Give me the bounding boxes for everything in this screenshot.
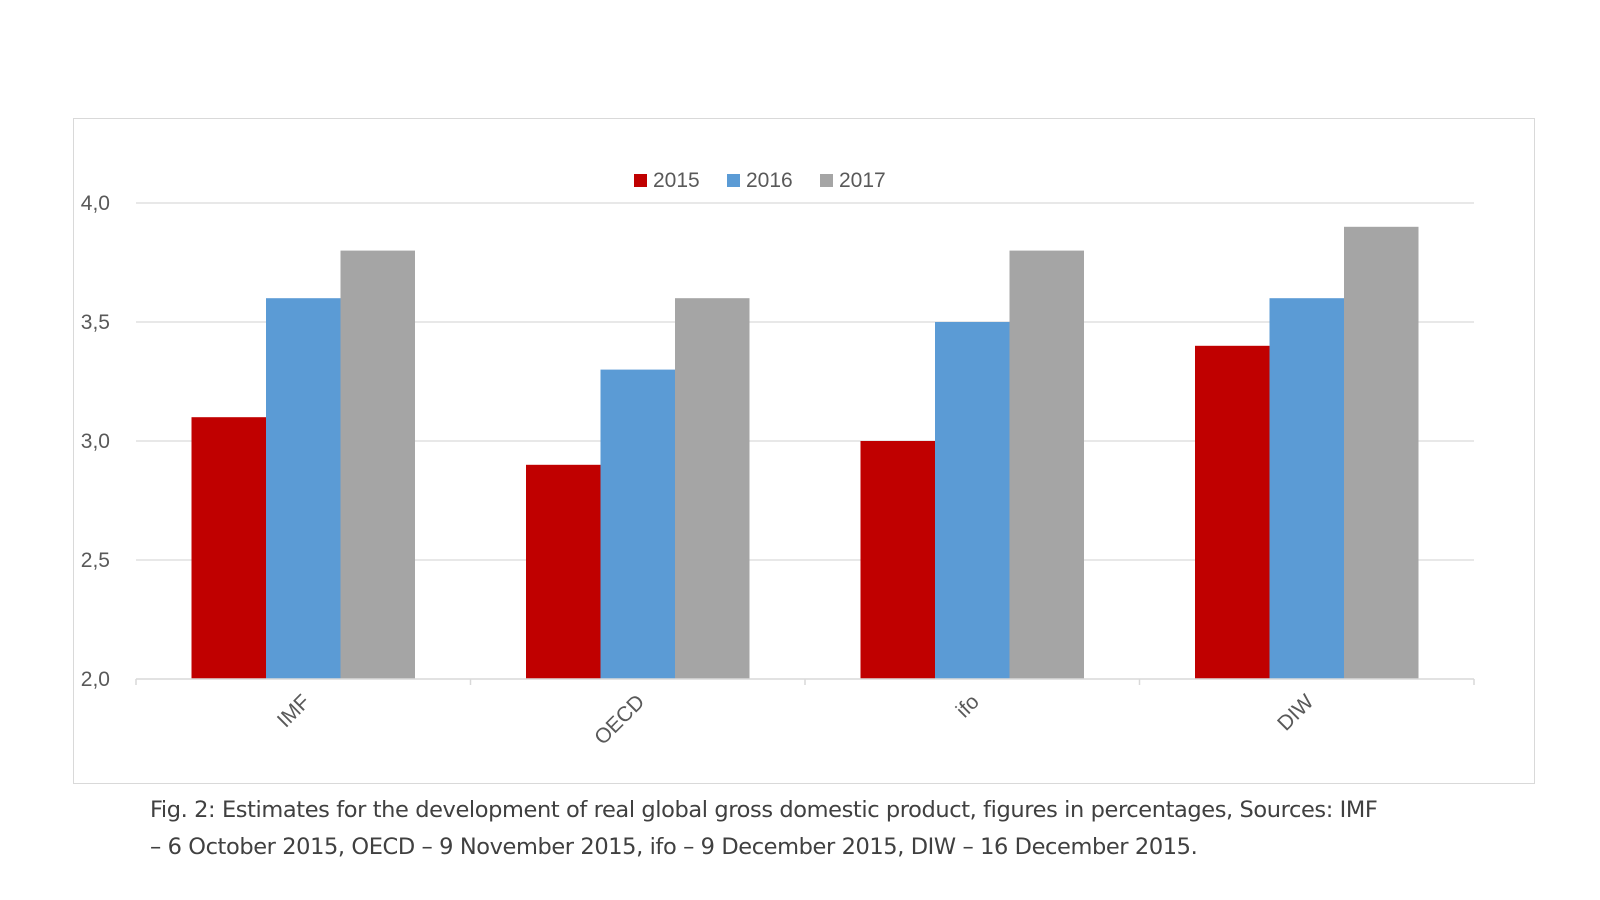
- bar-imf-2017: [340, 250, 415, 679]
- bar-diw-2016: [1269, 298, 1344, 679]
- chart-frame: 4,0 3,5 3,0 2,5 2,0 IMF OECD ifo DIW 2015 2016 20…: [73, 118, 1535, 784]
- x-axis: [135, 678, 1475, 685]
- bar-imf-2016: [266, 298, 341, 679]
- bar-ifo-2015: [860, 441, 935, 679]
- y-tick-label: 2,5: [81, 549, 110, 572]
- bar-diw-2017: [1344, 226, 1419, 680]
- caption-line-2: – 6 October 2015, OECD – 9 November 2015…: [150, 834, 1198, 860]
- category-label-diw: DIW: [1273, 690, 1318, 735]
- legend-label-2015: 2015: [653, 169, 700, 192]
- bar-ifo-2017: [1009, 250, 1084, 679]
- category-label-ifo: ifo: [952, 690, 984, 722]
- category-label-imf: IMF: [273, 690, 315, 732]
- legend-label-2016: 2016: [746, 169, 793, 192]
- legend-swatch-2017: [820, 174, 833, 187]
- y-tick-label: 2,0: [81, 668, 110, 691]
- bar-oecd-2016: [600, 369, 675, 679]
- bars: [191, 226, 1419, 680]
- bar-imf-2015: [191, 417, 266, 679]
- category-labels: IMF OECD ifo DIW: [273, 690, 1318, 749]
- legend-label-2017: 2017: [839, 169, 886, 192]
- legend-swatch-2016: [727, 174, 740, 187]
- y-tick-label: 3,5: [81, 311, 110, 334]
- bar-ifo-2016: [935, 322, 1010, 679]
- figure-caption: Fig. 2: Estimates for the development of…: [150, 792, 1440, 866]
- y-axis-ticks: 4,0 3,5 3,0 2,5 2,0: [81, 192, 110, 691]
- y-tick-label: 3,0: [81, 430, 110, 453]
- bar-oecd-2015: [526, 464, 601, 679]
- legend: 2015 2016 2017: [634, 169, 886, 192]
- caption-line-1: Fig. 2: Estimates for the development of…: [150, 797, 1378, 823]
- y-tick-label: 4,0: [81, 192, 110, 215]
- bar-oecd-2017: [675, 298, 750, 679]
- bar-diw-2015: [1195, 345, 1270, 679]
- legend-swatch-2015: [634, 174, 647, 187]
- bar-chart: 4,03,53,02,52,0 IMF OECD ifo DIW 2015 2016 20…: [81, 169, 1475, 749]
- category-label-oecd: OECD: [590, 690, 649, 749]
